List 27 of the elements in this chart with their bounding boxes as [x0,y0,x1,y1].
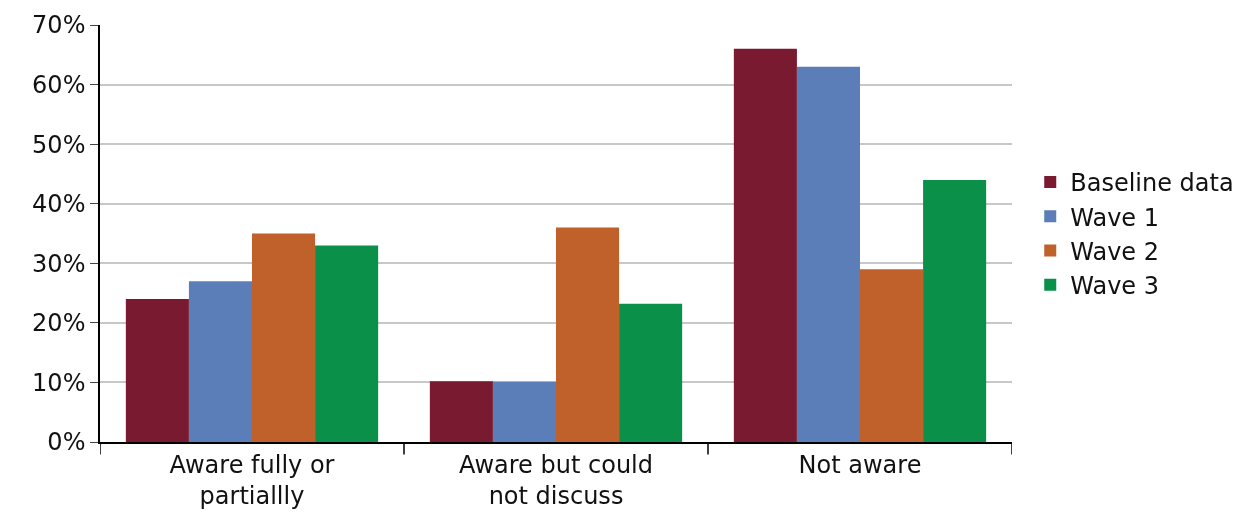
legend-label: Wave 3 [1070,272,1160,301]
y-tick-label: 40% [32,190,86,219]
x-tick-label: Aware but could not discuss [459,450,653,510]
x-tick-label: Aware fully or partiallly [169,450,335,510]
bar [796,66,860,442]
bar [188,281,252,442]
y-tick-label: 10% [32,368,86,397]
bar [492,381,556,442]
legend-label: Wave 1 [1070,203,1160,232]
bar [923,179,987,442]
bar [429,381,493,442]
y-tick-label: 70% [32,11,86,40]
bar [252,233,316,442]
bar [125,299,189,442]
bar [556,227,620,442]
y-tick-label: 50% [32,130,86,159]
legend-label: Wave 2 [1070,237,1160,266]
bar [619,303,683,442]
y-tick-label: 60% [32,70,86,99]
legend-label: Baseline data [1070,169,1234,198]
y-tick-label: 30% [32,249,86,278]
bar [315,245,379,442]
y-tick-label: 20% [32,309,86,338]
bar [860,269,924,442]
x-tick-label: Not aware [798,450,922,479]
bar [733,48,797,442]
y-tick-label: 0% [47,428,86,457]
